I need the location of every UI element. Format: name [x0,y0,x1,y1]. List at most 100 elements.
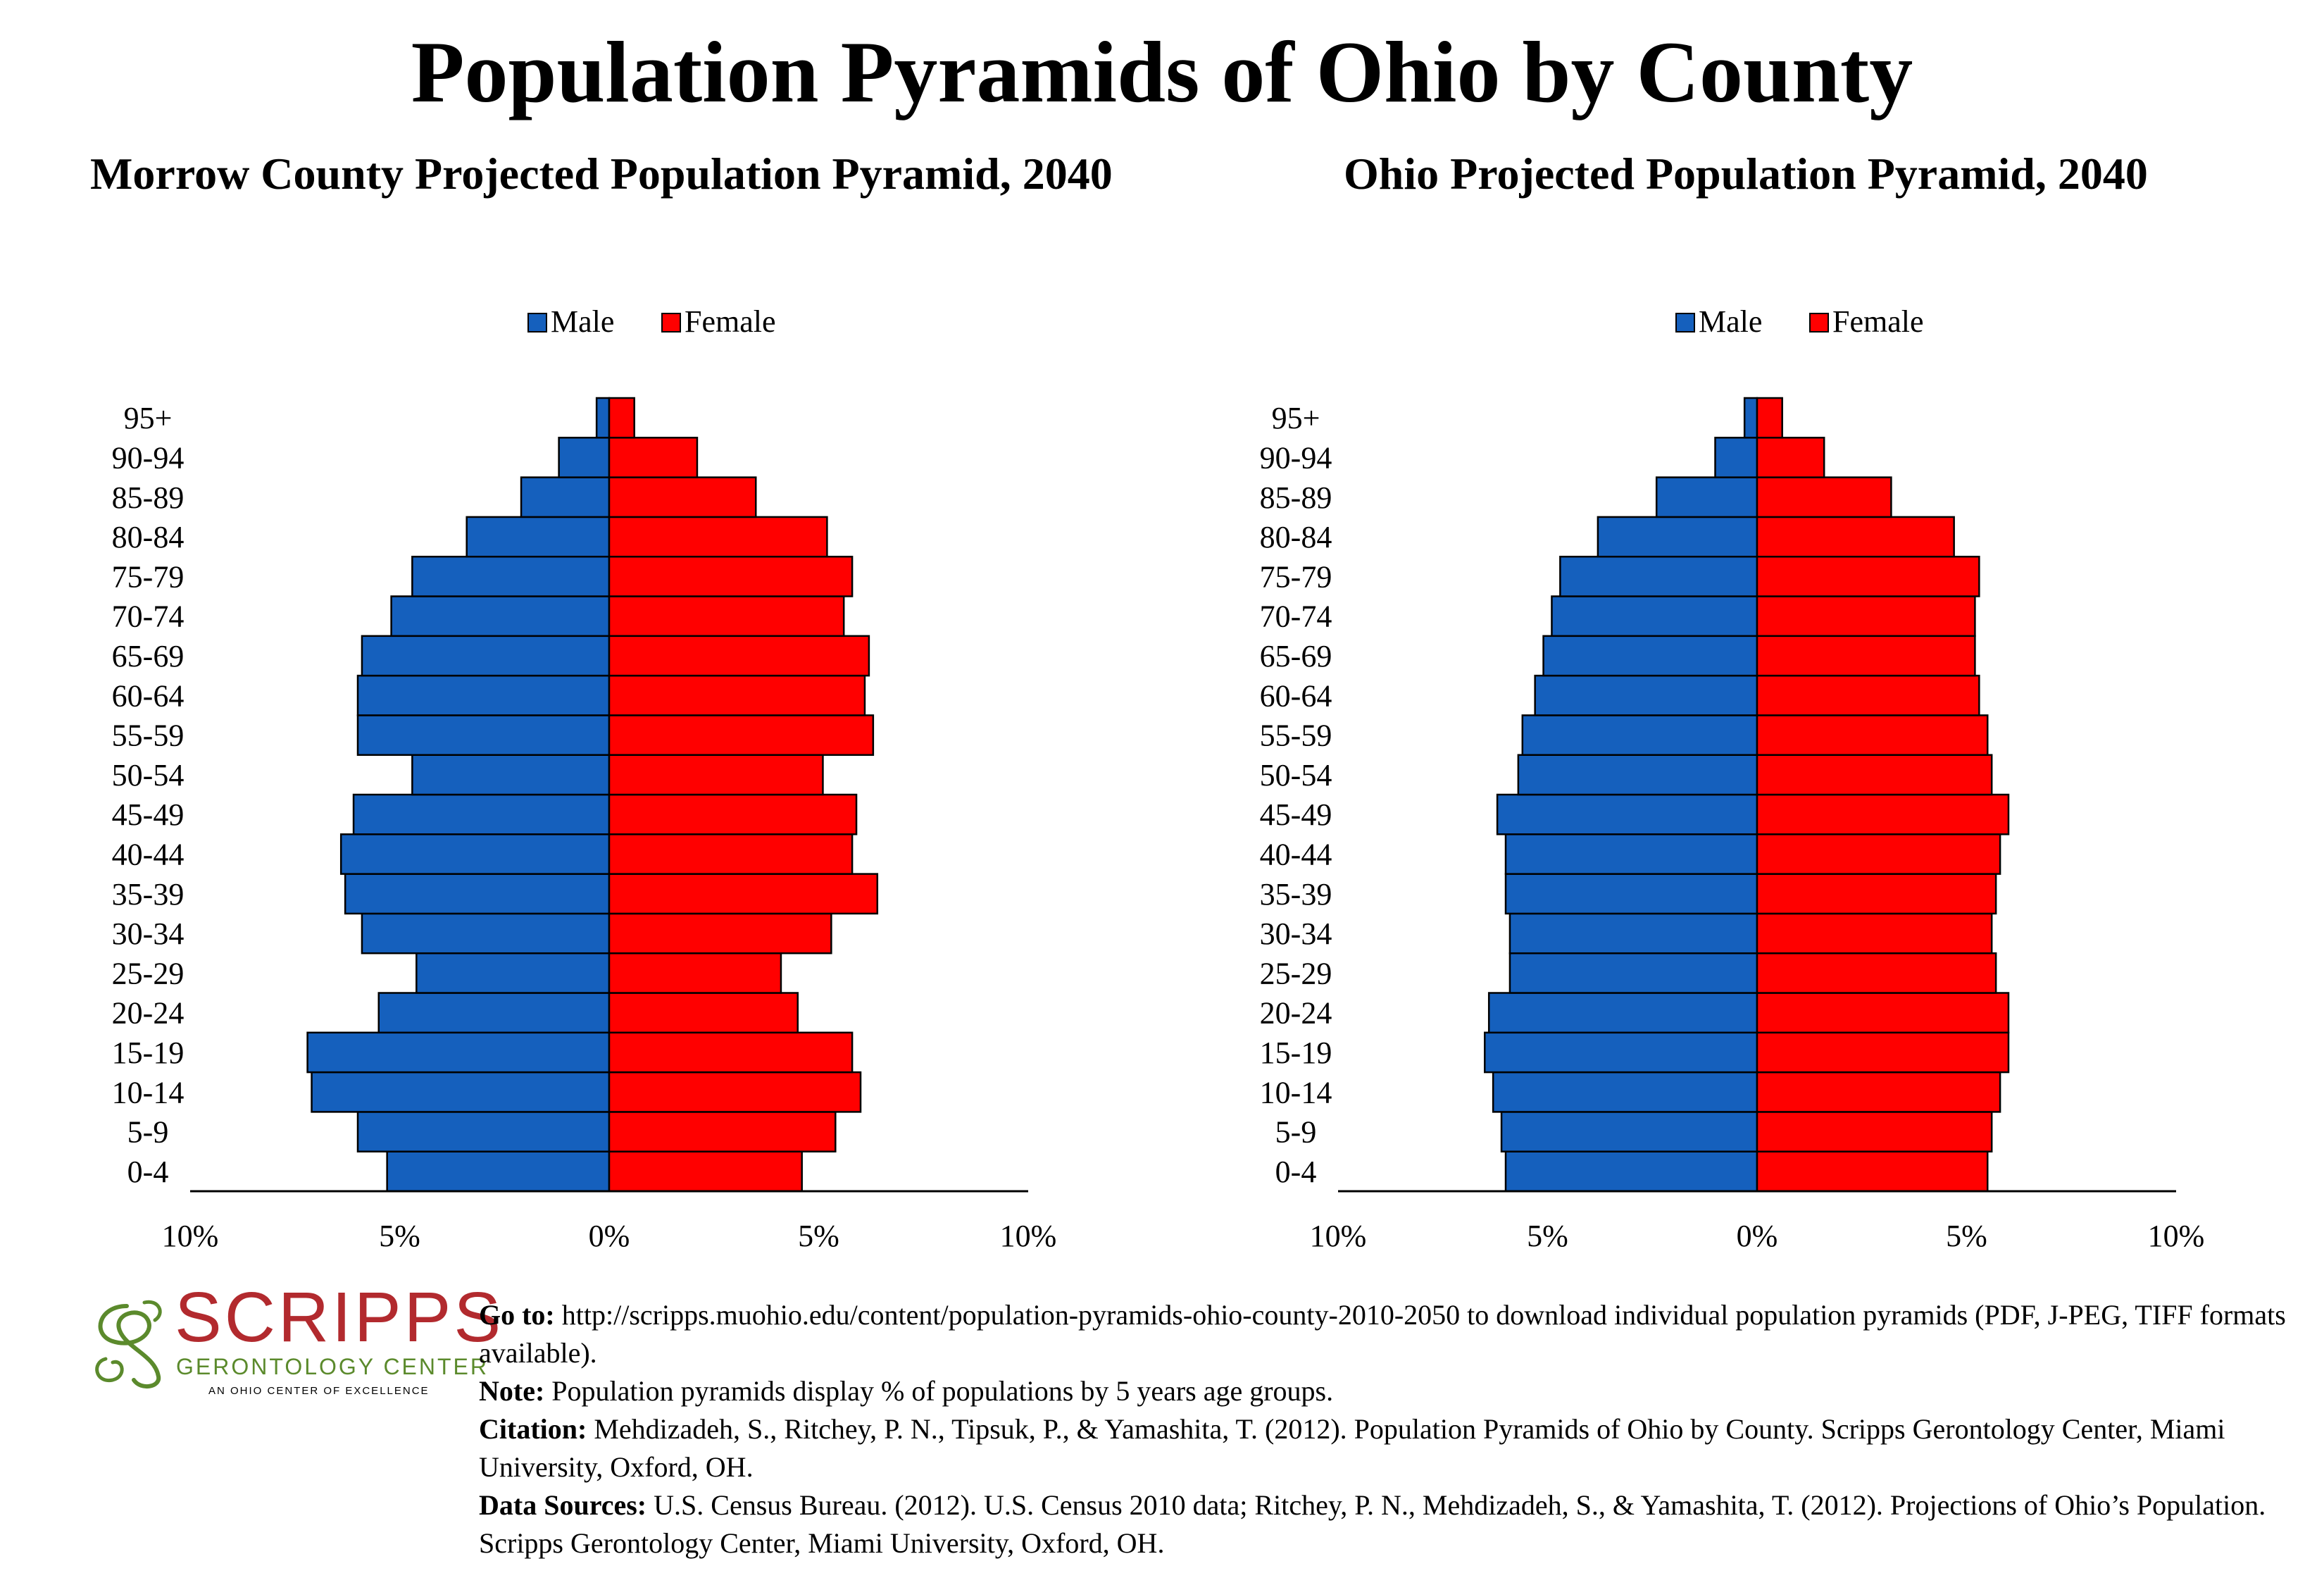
footer-citation: Citation: Mehdizadeh, S., Ritchey, P. N.… [479,1410,2303,1486]
ohio-x-tick-label: 10% [1310,1219,1367,1253]
footer-notes: Go to: http://scripps.muohio.edu/content… [479,1296,2303,1562]
morrow-bar-male-80-84 [466,516,611,558]
ohio-legend-male-label: Male [1699,304,1762,339]
ohio-bar-female-95+ [1756,397,1783,439]
morrow-bar-male-20-24 [377,992,611,1034]
goto-text: http://scripps.muohio.edu/content/popula… [479,1299,2286,1369]
morrow-age-label: 60-64 [112,678,185,713]
morrow-bar-male-65-69 [361,635,611,677]
ohio-age-label: 10-14 [1260,1075,1332,1110]
ohio-legend-female-label: Female [1832,304,1924,339]
ohio-bar-male-25-29 [1508,952,1758,994]
ohio-age-label: 25-29 [1260,956,1332,990]
ohio-bar-male-0-4 [1504,1150,1758,1193]
left-chart-title: Morrow County Projected Population Pyram… [90,149,1113,199]
morrow-bar-male-5-9 [356,1111,611,1152]
ohio-age-label: 50-54 [1260,758,1332,792]
sources-label: Data Sources: [479,1489,647,1521]
ohio-bar-female-35-39 [1756,873,1997,915]
morrow-age-label: 10-14 [112,1075,185,1110]
ohio-x-tick-label: 0% [1737,1219,1778,1253]
morrow-bar-female-75-79 [608,555,854,597]
morrow-bar-female-10-14 [608,1071,862,1113]
morrow-bar-female-25-29 [608,952,782,994]
ohio-bar-female-20-24 [1756,992,2010,1034]
ohio-age-label: 95+ [1272,401,1320,435]
morrow-age-label: 45-49 [112,797,185,832]
morrow-age-label: 30-34 [112,916,185,951]
morrow-age-label: 80-84 [112,520,185,554]
morrow-age-label: 40-44 [112,837,185,871]
morrow-bar-male-45-49 [352,793,611,835]
morrow-bar-female-90-94 [608,437,699,478]
note-text: Population pyramids display % of populat… [551,1375,1334,1407]
morrow-bar-female-95+ [608,397,635,439]
morrow-bar-male-0-4 [386,1150,611,1193]
footer-sources: Data Sources: U.S. Census Bureau. (2012)… [479,1486,2303,1562]
sources-text: U.S. Census Bureau. (2012). U.S. Census … [479,1489,2266,1559]
morrow-age-label: 85-89 [112,480,185,515]
ohio-age-label: 55-59 [1260,719,1332,753]
morrow-bar-male-15-19 [306,1031,611,1074]
ohio-bar-male-85-89 [1655,476,1758,518]
ohio-bar-female-10-14 [1756,1071,2001,1113]
morrow-bar-female-80-84 [608,516,828,558]
ohio-legend-male-swatch [1675,313,1695,332]
morrow-bar-male-85-89 [520,476,611,518]
morrow-age-label: 65-69 [112,639,185,673]
scripps-swirl-icon [95,1300,162,1388]
morrow-age-label: 25-29 [112,956,185,990]
ohio-pyramid-chart: Male Female 0-4 5-9 10-14 15-19 20-24 25-29 30-3… [1260,304,2205,1253]
morrow-bar-female-30-34 [608,912,832,955]
morrow-x-tick-label: 5% [798,1219,839,1253]
ohio-bar-female-45-49 [1756,793,2010,835]
morrow-bar-female-5-9 [608,1111,837,1152]
morrow-legend-male-label: Male [551,304,614,339]
ohio-bar-female-30-34 [1756,912,1993,955]
ohio-bar-male-5-9 [1500,1111,1758,1152]
morrow-bar-male-40-44 [339,833,611,875]
ohio-age-label: 60-64 [1260,678,1332,713]
main-title: Population Pyramids of Ohio by County [411,24,1913,120]
morrow-x-tick-label: 0% [589,1219,630,1253]
ohio-age-label: 65-69 [1260,639,1332,673]
morrow-legend-female-label: Female [685,304,776,339]
morrow-bar-female-40-44 [608,833,854,875]
morrow-age-label: 55-59 [112,719,185,753]
right-chart-title: Ohio Projected Population Pyramid, 2040 [1344,149,2148,199]
ohio-age-label: 40-44 [1260,837,1332,871]
ohio-bar-female-75-79 [1756,555,1980,597]
morrow-age-label: 15-19 [112,1036,185,1070]
morrow-bar-male-70-74 [390,595,611,638]
ohio-x-tick-label: 10% [2148,1219,2205,1253]
morrow-bar-male-90-94 [558,437,611,478]
ohio-bar-female-40-44 [1756,833,2001,875]
ohio-bar-female-85-89 [1756,476,1892,518]
ohio-age-label: 70-74 [1260,599,1332,634]
morrow-bar-female-85-89 [608,476,757,518]
ohio-x-tick-label: 5% [1946,1219,1987,1253]
ohio-age-label: 90-94 [1260,440,1332,475]
logo-tagline: AN OHIO CENTER OF EXCELLENCE [208,1385,430,1397]
morrow-age-label: 0-4 [127,1155,169,1189]
morrow-legend-male-swatch [527,313,547,332]
ohio-bar-male-95+ [1743,397,1758,439]
ohio-bar-female-90-94 [1756,437,1825,478]
morrow-bar-male-35-39 [344,873,611,915]
morrow-age-label: 50-54 [112,758,185,792]
ohio-bar-male-30-34 [1508,912,1758,955]
logo-subtitle: GERONTOLOGY CENTER [176,1354,489,1379]
citation-label: Citation: [479,1413,587,1445]
citation-text: Mehdizadeh, S., Ritchey, P. N., Tipsuk, … [479,1413,2225,1483]
morrow-bar-male-30-34 [361,912,611,955]
morrow-legend: Male Female [527,304,776,339]
morrow-bar-female-35-39 [608,873,879,915]
ohio-age-label: 45-49 [1260,797,1332,832]
morrow-bar-female-15-19 [608,1031,854,1074]
ohio-bar-male-40-44 [1504,833,1758,875]
ohio-bar-female-55-59 [1756,714,1989,756]
morrow-bar-female-55-59 [608,714,875,756]
ohio-age-label: 20-24 [1260,996,1332,1031]
morrow-bar-female-65-69 [608,635,870,677]
morrow-bar-male-60-64 [356,674,611,716]
